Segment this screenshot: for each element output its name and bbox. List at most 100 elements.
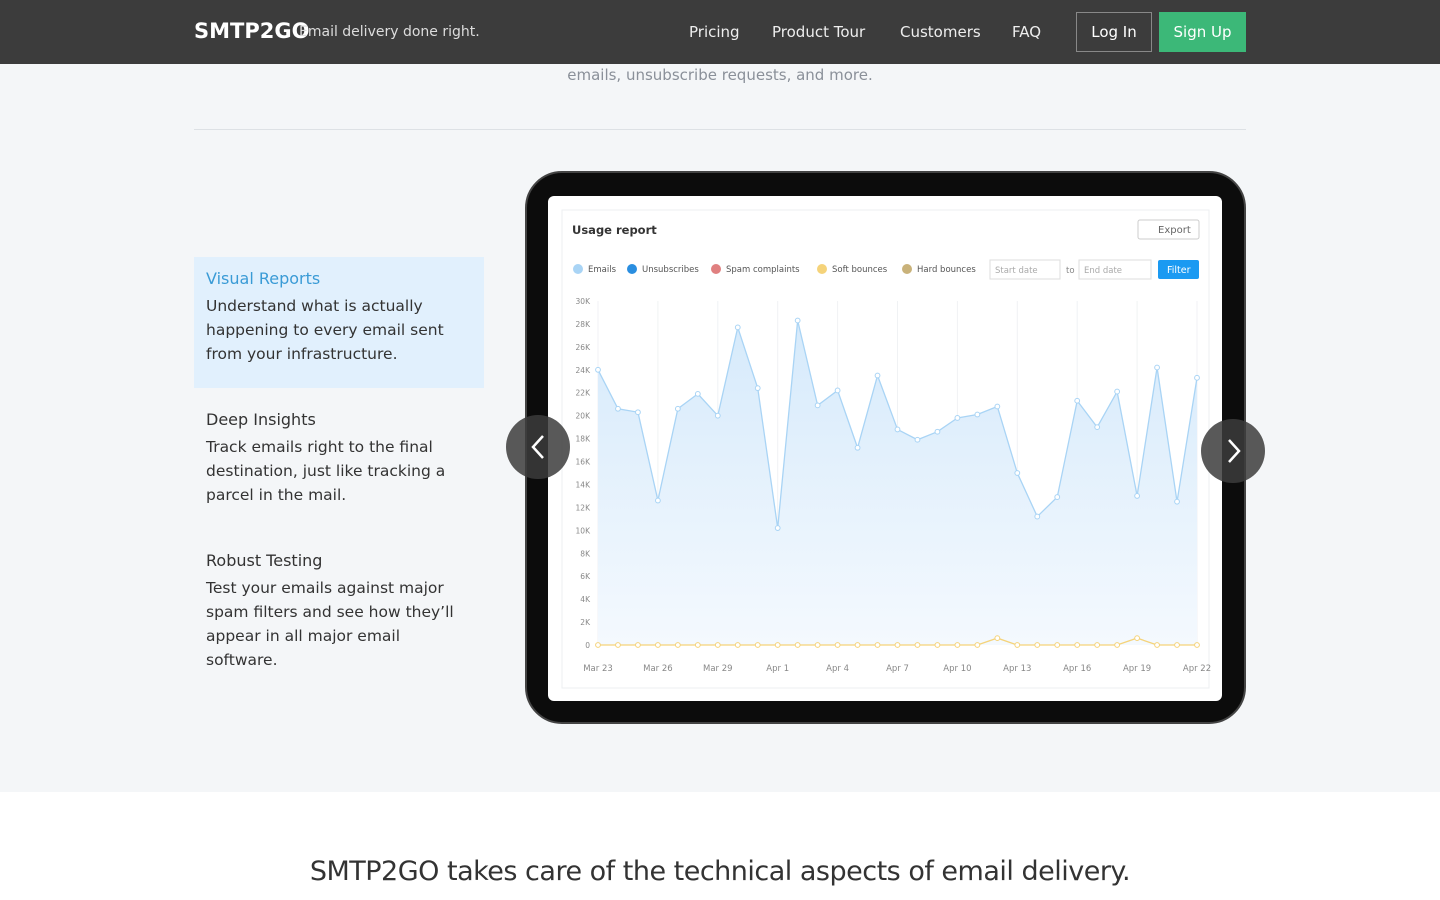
y-tick-label: 28K [576, 320, 592, 329]
data-point [854, 444, 861, 451]
nav-link[interactable]: Pricing [689, 23, 740, 41]
data-point [1014, 470, 1021, 476]
x-tick-label: Apr 10 [943, 664, 971, 674]
legend-swatch [817, 264, 827, 274]
data-point [655, 497, 661, 504]
feature[interactable]: Deep Insights Track emails right to the f… [194, 398, 484, 519]
data-point [615, 642, 621, 648]
data-point [1074, 397, 1081, 404]
data-point [814, 402, 821, 409]
next-icon [1228, 439, 1241, 463]
y-tick-label: 4K [580, 595, 591, 604]
data-point [874, 372, 881, 379]
legend-swatch [902, 264, 912, 274]
data-point [1094, 642, 1101, 648]
y-tick-label: 2K [580, 618, 591, 627]
data-point [694, 390, 701, 397]
y-tick-label: 26K [576, 343, 592, 352]
feature-title: Deep Insights [206, 410, 316, 429]
data-point [674, 642, 681, 648]
legend-label: Unsubscribes [642, 265, 699, 275]
login-button[interactable]: Log In [1076, 12, 1152, 52]
x-tick-label: Mar 23 [583, 664, 613, 674]
data-point [754, 642, 761, 648]
data-point [595, 642, 601, 648]
y-tick-label: 14K [576, 480, 592, 489]
legend-swatch [627, 264, 637, 274]
data-point [934, 428, 941, 435]
data-point [714, 412, 721, 419]
data-point [1174, 498, 1180, 505]
y-tick-label: 20K [576, 412, 592, 421]
export-button[interactable] [1137, 219, 1200, 240]
data-point [1174, 642, 1180, 648]
data-point [635, 642, 641, 648]
y-tick-label: 12K [576, 503, 592, 512]
data-point [615, 405, 621, 412]
data-point [655, 642, 661, 648]
data-point [934, 642, 941, 648]
data-point [774, 525, 781, 531]
legend-label: Emails [588, 265, 617, 275]
data-point [1034, 513, 1041, 520]
feature-body: Test your emails against major spam filt… [206, 579, 454, 669]
data-point [714, 642, 721, 648]
nav-link[interactable]: Product Tour [772, 23, 866, 41]
data-point [954, 642, 961, 648]
data-point [1134, 493, 1140, 499]
y-tick-label: 10K [576, 526, 592, 535]
x-tick-label: Apr 16 [1063, 664, 1091, 674]
next-arrow[interactable] [1201, 419, 1265, 483]
prev-icon [531, 435, 544, 459]
data-point [734, 642, 741, 648]
area [598, 320, 1197, 645]
navbar: SMTP2GO Email delivery done right. Prici… [0, 0, 1440, 64]
report-title: Usage report [572, 223, 657, 237]
feature-title: Robust Testing [206, 551, 323, 570]
data-point [1054, 642, 1061, 648]
data-point [954, 415, 961, 421]
x-tick-label: Apr 22 [1183, 664, 1211, 674]
data-point [674, 405, 681, 412]
nav-link[interactable]: FAQ [1012, 23, 1042, 41]
y-tick-label: 6K [580, 572, 591, 581]
data-point [1134, 635, 1140, 642]
prev-arrow[interactable] [506, 415, 570, 479]
feature-body: Track emails right to the final destinat… [206, 438, 446, 504]
data-point [994, 635, 1001, 642]
filter-button[interactable] [1158, 260, 1199, 279]
section-heading: SMTP2GO takes care of the technical aspe… [309, 856, 1131, 887]
nav-link[interactable]: Customers [900, 23, 981, 41]
legend-label: Hard bounces [917, 265, 976, 275]
x-tick-label: Apr 7 [886, 664, 909, 674]
end-date-placeholder: End date [1084, 266, 1122, 276]
y-tick-label: 16K [576, 458, 592, 467]
y-tick-label: 8K [580, 549, 591, 558]
data-point [794, 317, 801, 324]
data-point [1194, 642, 1200, 648]
tablet: Usage report Export Start date to End da… [506, 171, 1265, 724]
data-point [1194, 374, 1200, 381]
feature-body: Understand what is actually happening to… [206, 297, 444, 363]
start-date[interactable] [989, 259, 1061, 280]
data-point [694, 642, 701, 648]
end-date[interactable] [1078, 259, 1152, 280]
data-point [814, 642, 821, 648]
data-point [854, 642, 861, 648]
data-point [1114, 642, 1121, 648]
signup-button[interactable]: Sign Up [1159, 12, 1246, 52]
data-point [1034, 642, 1041, 648]
feature[interactable]: Robust Testing Test your emails against m… [194, 539, 484, 684]
data-point [635, 409, 641, 416]
legend-swatch [573, 264, 583, 274]
data-point [1094, 424, 1101, 431]
data-point [974, 411, 981, 418]
y-tick-label: 24K [576, 366, 592, 375]
data-point [1074, 642, 1081, 648]
feature[interactable]: Visual Reports Understand what is actuall… [194, 257, 484, 388]
data-point [874, 642, 881, 648]
data-point [774, 642, 781, 648]
logo[interactable]: SMTP2GO [194, 19, 310, 43]
data-point [1014, 642, 1021, 648]
